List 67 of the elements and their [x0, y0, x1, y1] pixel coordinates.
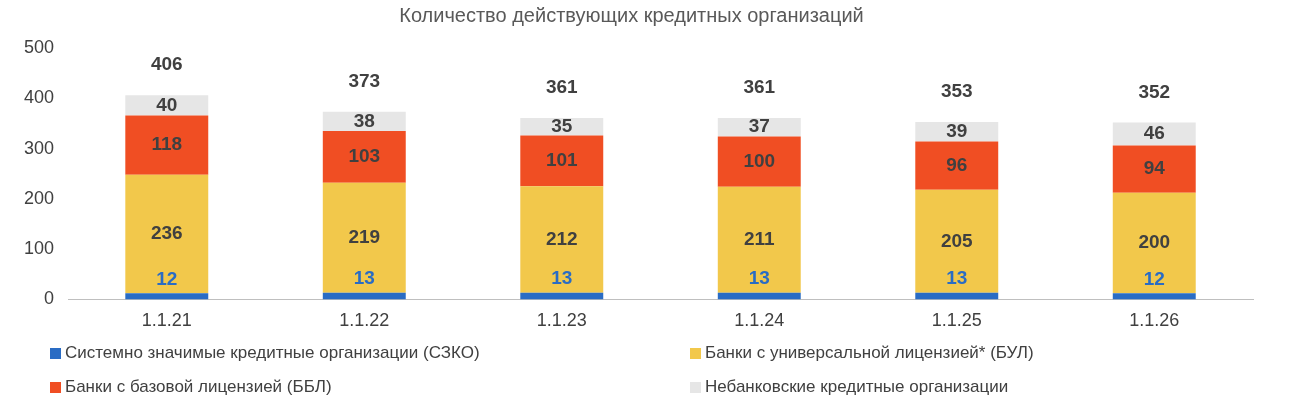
data-label: 101: [545, 149, 579, 171]
bar: [322, 182, 406, 293]
bar: [520, 292, 604, 300]
bar: [1112, 122, 1196, 146]
x-tick-label: 1.1.21: [141, 310, 192, 331]
legend-label: Банки с универсальной лицензией* (БУЛ): [705, 343, 1034, 363]
data-label: 236: [150, 222, 183, 244]
legend-label: Банки с базовой лицензией (ББЛ): [65, 377, 332, 397]
bar: [1112, 293, 1196, 300]
bar: [717, 186, 801, 293]
bar: [915, 292, 999, 300]
bar: [125, 174, 209, 294]
x-tick-label: 1.1.23: [536, 310, 587, 331]
data-label: 211: [743, 228, 776, 250]
data-label: 13: [946, 267, 968, 289]
y-tick-label: 100: [23, 238, 55, 259]
total-label: 361: [545, 76, 579, 98]
data-label: 13: [551, 267, 573, 289]
y-tick-label: 500: [23, 36, 55, 57]
total-label: 361: [743, 76, 776, 98]
bar: [717, 292, 801, 300]
x-tick-label: 1.1.25: [931, 310, 982, 331]
bar: [1112, 192, 1196, 294]
bar: [1112, 145, 1196, 193]
y-tick-label: 300: [23, 137, 55, 158]
x-tick-label: 1.1.26: [1129, 310, 1180, 331]
total-label: 373: [348, 70, 381, 92]
data-label: 46: [1143, 122, 1165, 144]
data-label: 35: [551, 114, 573, 136]
legend-label: Системно значимые кредитные организации (СЗКО): [65, 343, 480, 363]
bar: [125, 293, 209, 300]
legend-label: Небанковские кредитные организации: [705, 377, 1009, 397]
bar: [520, 186, 604, 293]
data-label: 38: [353, 109, 375, 131]
bar: [125, 115, 209, 175]
bar: [915, 121, 999, 142]
x-tick-label: 1.1.22: [339, 310, 390, 331]
x-tick-label: 1.1.24: [734, 310, 785, 331]
bar: [322, 130, 406, 183]
bar: [520, 135, 604, 187]
data-label: 100: [743, 149, 776, 171]
bar: [915, 141, 999, 190]
data-label: 96: [946, 153, 968, 175]
chart-title: Количество действующих кредитных организаций: [399, 3, 864, 26]
data-label: 12: [156, 267, 178, 289]
data-label: 39: [946, 119, 968, 141]
y-tick-label: 200: [23, 187, 55, 208]
data-label: 103: [348, 145, 381, 167]
y-tick-label: 400: [23, 87, 55, 108]
data-label: 219: [348, 226, 381, 248]
total-label: 353: [940, 80, 973, 102]
bar: [915, 189, 999, 293]
data-label: 37: [748, 115, 770, 137]
data-label: 205: [940, 229, 974, 251]
total-label: 352: [1138, 80, 1171, 102]
data-label: 13: [748, 267, 770, 289]
data-label: 13: [353, 267, 375, 289]
data-label: 212: [545, 227, 578, 249]
y-tick-label: 0: [44, 288, 55, 309]
data-label: 94: [1143, 157, 1166, 179]
bar: [322, 292, 406, 300]
data-label: 118: [151, 133, 183, 155]
bar: [717, 136, 801, 187]
data-label: 200: [1138, 231, 1171, 253]
total-label: 406: [150, 53, 183, 75]
data-label: 40: [156, 93, 178, 115]
data-label: 12: [1143, 267, 1165, 289]
